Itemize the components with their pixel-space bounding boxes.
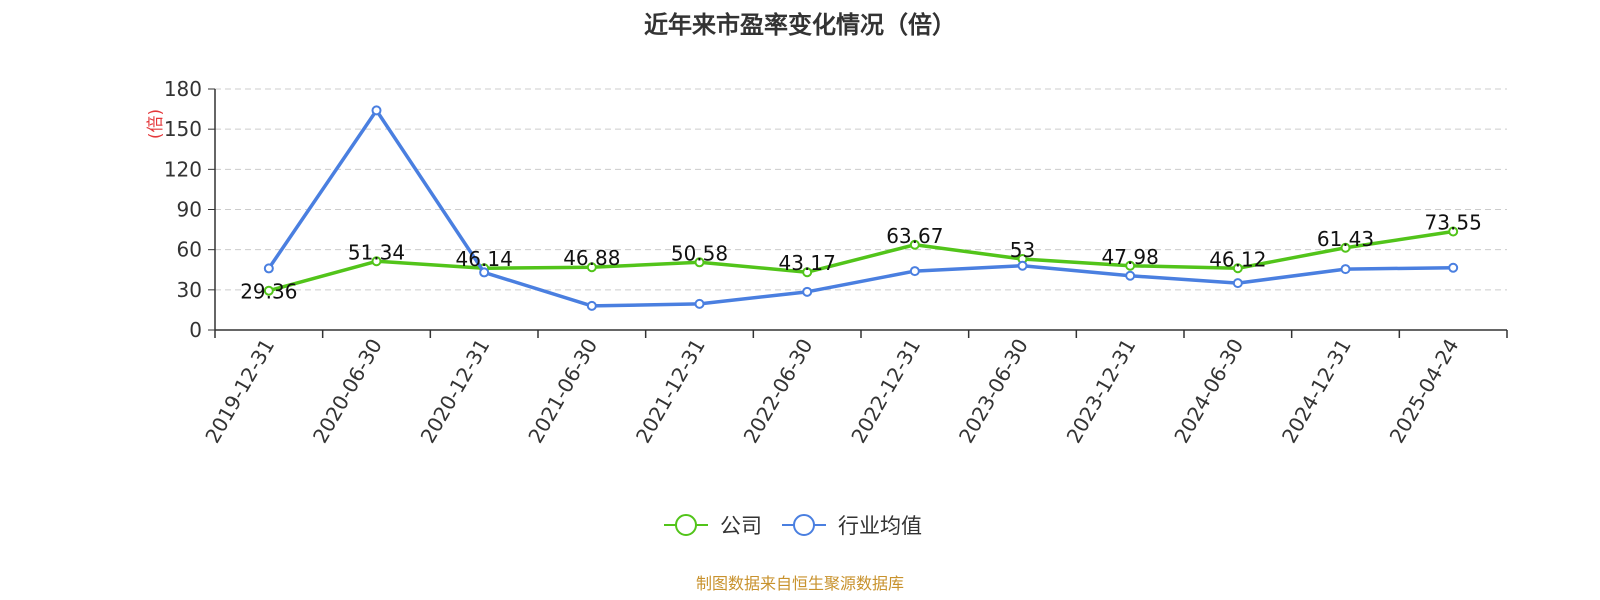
x-tick-label: 2025-04-24	[1385, 335, 1464, 448]
series-0-point	[802, 267, 813, 278]
y-tick-label: 120	[164, 157, 202, 181]
series-1-point	[1448, 262, 1459, 273]
data-label: 73.55	[1425, 211, 1482, 235]
data-label: 46.88	[563, 246, 620, 270]
x-tick-label: 2020-12-31	[416, 335, 495, 448]
series-line-1	[267, 108, 1454, 308]
x-tick-label: 2021-06-30	[523, 335, 602, 448]
data-label: 61.43	[1317, 227, 1374, 251]
series-1-point	[1340, 264, 1351, 275]
data-label: 46.14	[456, 247, 513, 271]
data-label: 63.67	[886, 224, 943, 248]
series-1-point	[586, 300, 597, 311]
legend-item-1[interactable]: 行业均值	[782, 514, 922, 538]
y-tick-label: 180	[164, 77, 202, 101]
legend-label: 公司	[720, 514, 762, 538]
data-label: 46.12	[1209, 247, 1266, 271]
legend-marker-icon	[675, 514, 697, 536]
x-tick-label: 2023-12-31	[1062, 335, 1141, 448]
x-tick-label: 2020-06-30	[308, 335, 387, 448]
series-1-point	[909, 266, 920, 277]
legend-label: 行业均值	[838, 514, 922, 538]
data-labels: 29.36 51.34 46.14 46.88 50.58 43.17 63.67 53 47.…	[240, 211, 1482, 304]
series-1-point	[1232, 278, 1243, 289]
data-label: 51.34	[348, 240, 405, 264]
data-label: 50.58	[671, 241, 728, 265]
data-label: 43.17	[779, 251, 836, 275]
series-1-point	[479, 267, 490, 278]
legend[interactable]: 公司 行业均值	[664, 514, 922, 538]
series-0-point	[1340, 242, 1351, 253]
chart-title: 近年来市盈率变化情况（倍）	[644, 11, 956, 39]
y-tick-label: 30	[177, 278, 202, 302]
series-0-point	[1232, 263, 1243, 274]
x-tick-label: 2022-12-31	[846, 335, 925, 448]
x-tick-label: 2024-12-31	[1277, 335, 1356, 448]
series-layer	[263, 105, 1459, 311]
series-0-point	[1125, 260, 1136, 271]
y-tick-label: 60	[177, 238, 202, 262]
series-1-point	[263, 263, 274, 274]
series-1-point	[1125, 270, 1136, 281]
grid	[215, 88, 1507, 291]
series-0-point	[371, 256, 382, 267]
y-tick-label: 0	[189, 318, 202, 342]
data-label: 53	[1010, 238, 1035, 262]
legend-marker-icon	[793, 514, 815, 536]
series-0-point	[263, 285, 274, 296]
series-1-point	[371, 105, 382, 116]
series-0-point	[1448, 226, 1459, 237]
x-tick-label: 2019-12-31	[200, 335, 279, 448]
y-axis-label: (倍)	[146, 109, 166, 139]
data-label: 47.98	[1102, 245, 1159, 269]
series-0-point	[909, 239, 920, 250]
x-tick-label: 2023-06-30	[954, 335, 1033, 448]
series-0-point	[694, 257, 705, 268]
y-tick-label: 150	[164, 117, 202, 141]
series-0-point	[586, 262, 597, 273]
series-1-point	[802, 286, 813, 297]
x-tick-label: 2022-06-30	[739, 335, 818, 448]
series-1-point	[694, 298, 705, 309]
data-label: 29.36	[240, 280, 297, 304]
legend-item-0[interactable]: 公司	[664, 514, 762, 538]
series-1-point	[1017, 260, 1028, 271]
series-line-0	[268, 229, 1454, 293]
source-note: 制图数据来自恒生聚源数据库	[696, 574, 904, 593]
y-tick-label: 90	[177, 198, 202, 222]
x-tick-label: 2021-12-31	[631, 335, 710, 448]
x-tick-label: 2024-06-30	[1169, 335, 1248, 448]
